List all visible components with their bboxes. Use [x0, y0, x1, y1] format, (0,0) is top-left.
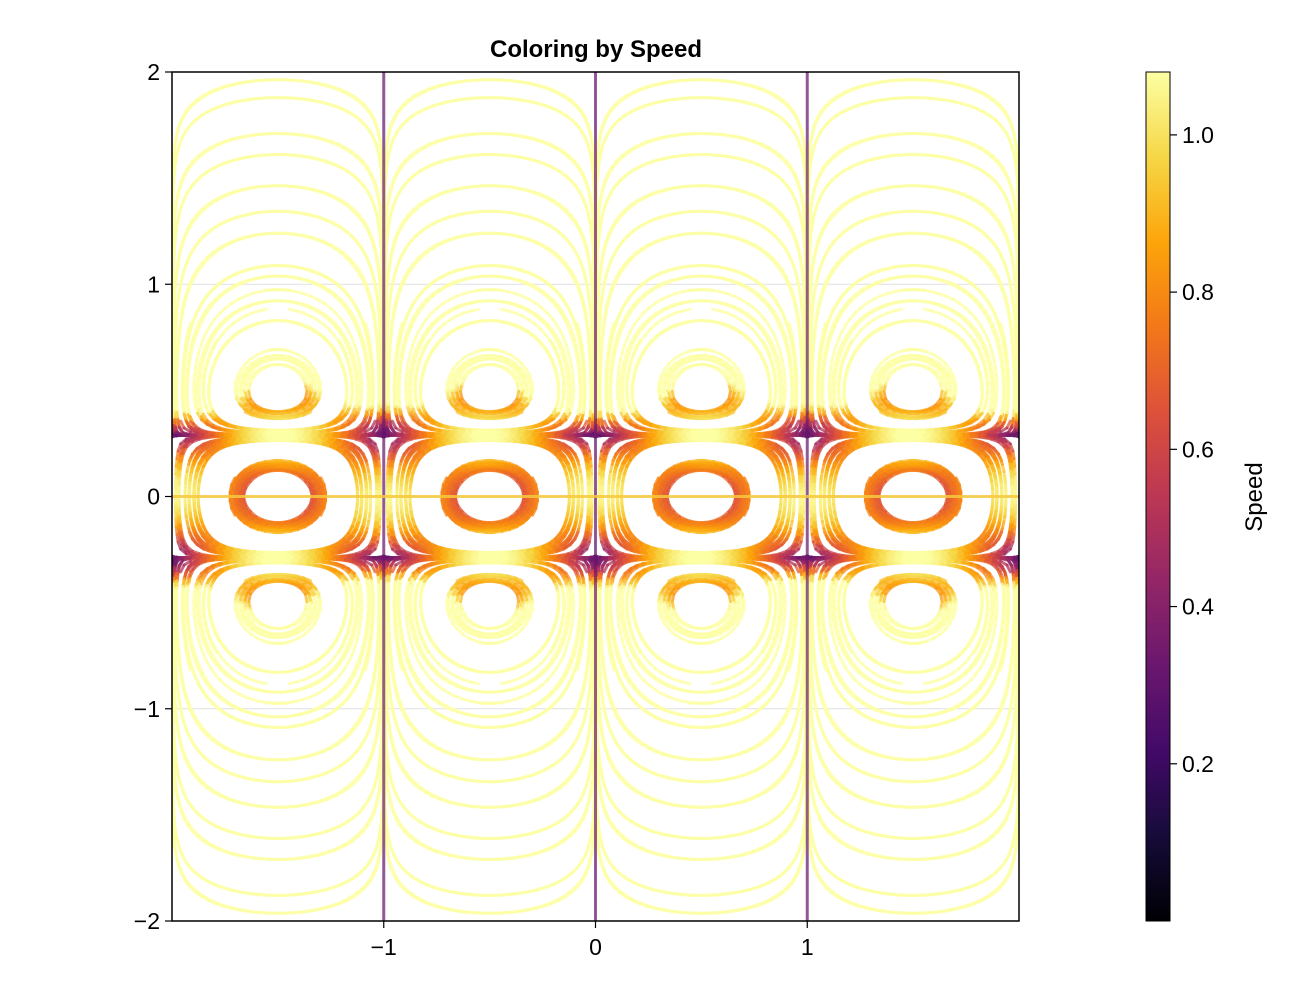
streamline-segment: [361, 452, 368, 463]
chart-title: Coloring by Speed: [490, 36, 702, 63]
streamline-segment: [278, 641, 289, 645]
streamlines: [172, 72, 1019, 921]
streamline-segment: [287, 307, 298, 313]
streamline-segment: [257, 680, 269, 686]
streamline-segment: [172, 432, 179, 438]
streamline-segment: [184, 474, 188, 485]
